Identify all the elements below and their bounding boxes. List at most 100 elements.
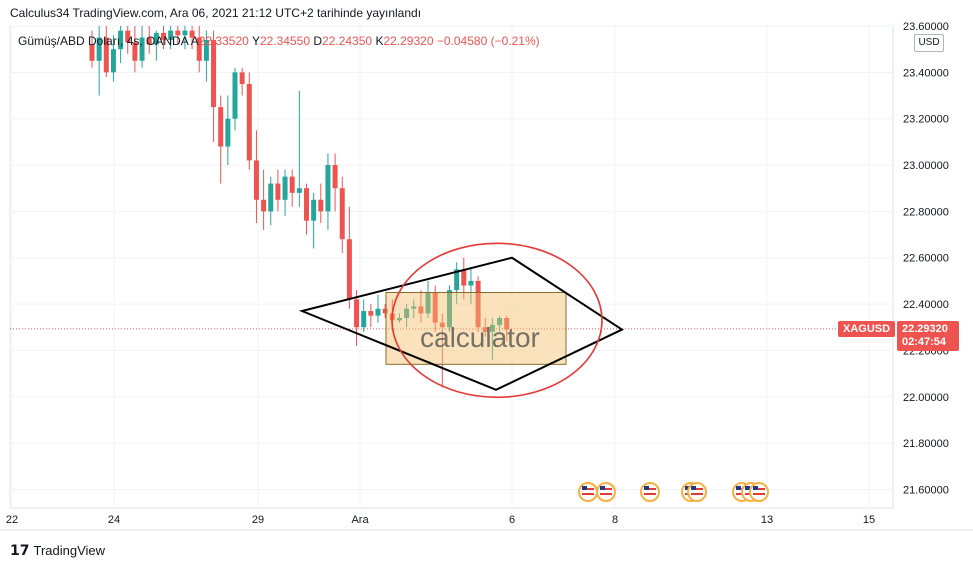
x-tick-label: 24: [108, 514, 120, 526]
change-value: −0.04580 (−0.21%): [436, 34, 540, 48]
candle-body: [418, 306, 424, 314]
last-price-badge: 22.29320 02:47:54: [897, 321, 959, 351]
open-label: A: [190, 34, 199, 48]
us-flag-event-icon[interactable]: [596, 482, 616, 502]
flag-canton: [745, 486, 750, 490]
flag-canton: [600, 486, 605, 490]
candle-body: [482, 327, 488, 332]
candle-body: [189, 30, 195, 38]
x-tick-label: 22: [6, 514, 18, 526]
candle-body: [103, 37, 109, 73]
x-tick-label: 8: [612, 514, 618, 526]
candle-body: [354, 299, 360, 328]
candle-body: [110, 49, 116, 73]
y-tick-label: 22.40000: [903, 299, 949, 311]
candle-body: [411, 306, 417, 309]
flag-canton: [582, 486, 587, 490]
candle-body: [361, 311, 367, 328]
watermark-text: calculator: [420, 322, 540, 353]
ellipse-drawing: [391, 242, 603, 399]
flag-stripe: [600, 493, 612, 495]
us-flag-event-icon[interactable]: [687, 482, 707, 502]
low-label: D: [313, 34, 323, 48]
candle-body: [96, 37, 102, 61]
candle-body: [203, 39, 209, 61]
candle-body: [239, 72, 245, 84]
symbol-badge: XAGUSD: [838, 321, 896, 337]
highlight-box: [385, 291, 567, 365]
flag-stripe: [600, 488, 612, 490]
close-value: 22.29320: [383, 34, 434, 48]
candle-body: [304, 188, 309, 221]
candle-body: [282, 176, 288, 200]
candle-body: [447, 290, 452, 328]
candle-body: [182, 30, 188, 36]
y-tick-label: 23.40000: [903, 67, 949, 79]
candle-body: [332, 165, 338, 189]
y-tick-label: 21.60000: [903, 484, 949, 496]
candle-body: [375, 308, 381, 316]
flag-canton: [691, 486, 696, 490]
candle-body: [396, 317, 402, 321]
flag-stripe: [753, 488, 765, 490]
candle-body: [168, 30, 174, 40]
candle-body: [139, 37, 145, 61]
currency-button[interactable]: USD: [914, 34, 944, 52]
candle-body: [89, 44, 95, 61]
flag-stripe: [644, 493, 656, 495]
flag-stripe: [582, 493, 594, 495]
y-tick-label: 23.20000: [903, 114, 949, 126]
diamond-drawing: [298, 256, 625, 391]
candle-body: [261, 199, 267, 212]
flag-canton: [753, 486, 758, 490]
y-tick-label: 22.00000: [903, 392, 949, 404]
flag-canton: [644, 486, 649, 490]
flag-stripe: [582, 488, 594, 490]
flag-stripe: [644, 488, 656, 490]
candle-body: [468, 280, 474, 286]
ohlc-legend: Gümüş/ABD Doları, 4s, OANDA A22.33520 Y2…: [18, 34, 540, 48]
candle-body: [225, 118, 231, 147]
us-flag-event-icon[interactable]: [749, 482, 769, 502]
us-flag-event-icon[interactable]: [578, 482, 598, 502]
flag-canton: [685, 486, 690, 490]
flag-stripe: [691, 488, 703, 490]
publish-info: Calculus34 TradingView.com, Ara 06, 2021…: [10, 6, 422, 20]
close-label: K: [375, 34, 384, 48]
candle-body: [175, 30, 181, 36]
footer[interactable]: 𝟭𝟳 TradingView: [10, 542, 105, 559]
candle-body: [275, 183, 281, 200]
candle-body: [246, 83, 252, 161]
last-price: 22.29320: [902, 323, 948, 335]
candle-body: [425, 292, 431, 314]
y-tick-label: 22.80000: [903, 206, 949, 218]
candle-body: [404, 308, 410, 318]
candle-body: [368, 311, 374, 316]
x-tick-label: 13: [761, 514, 773, 526]
plot-frame: [9, 25, 894, 509]
y-tick-label: 23.00000: [903, 160, 949, 172]
y-tick-label: 23.60000: [903, 21, 949, 33]
candle-body: [489, 324, 495, 332]
candle-body: [153, 32, 159, 45]
candle-body: [218, 107, 224, 147]
high-label: Y: [251, 34, 260, 48]
candle-body: [454, 269, 460, 291]
candle-body: [118, 30, 124, 50]
candle-body: [289, 176, 295, 193]
candle-body: [232, 72, 238, 119]
candle-body: [346, 239, 352, 300]
us-flag-event-icon[interactable]: [640, 482, 660, 502]
tradingview-logo-icon: 𝟭𝟳: [10, 542, 30, 558]
candle-body: [311, 199, 317, 221]
x-tick-label: 29: [252, 514, 264, 526]
candle-body: [439, 322, 445, 328]
candle-body: [382, 308, 388, 314]
candle-body: [132, 42, 138, 61]
y-tick-label: 21.80000: [903, 438, 949, 450]
candle-body: [296, 188, 302, 193]
candle-body: [268, 183, 274, 212]
candle-body: [432, 292, 438, 323]
candle-body: [318, 199, 324, 212]
